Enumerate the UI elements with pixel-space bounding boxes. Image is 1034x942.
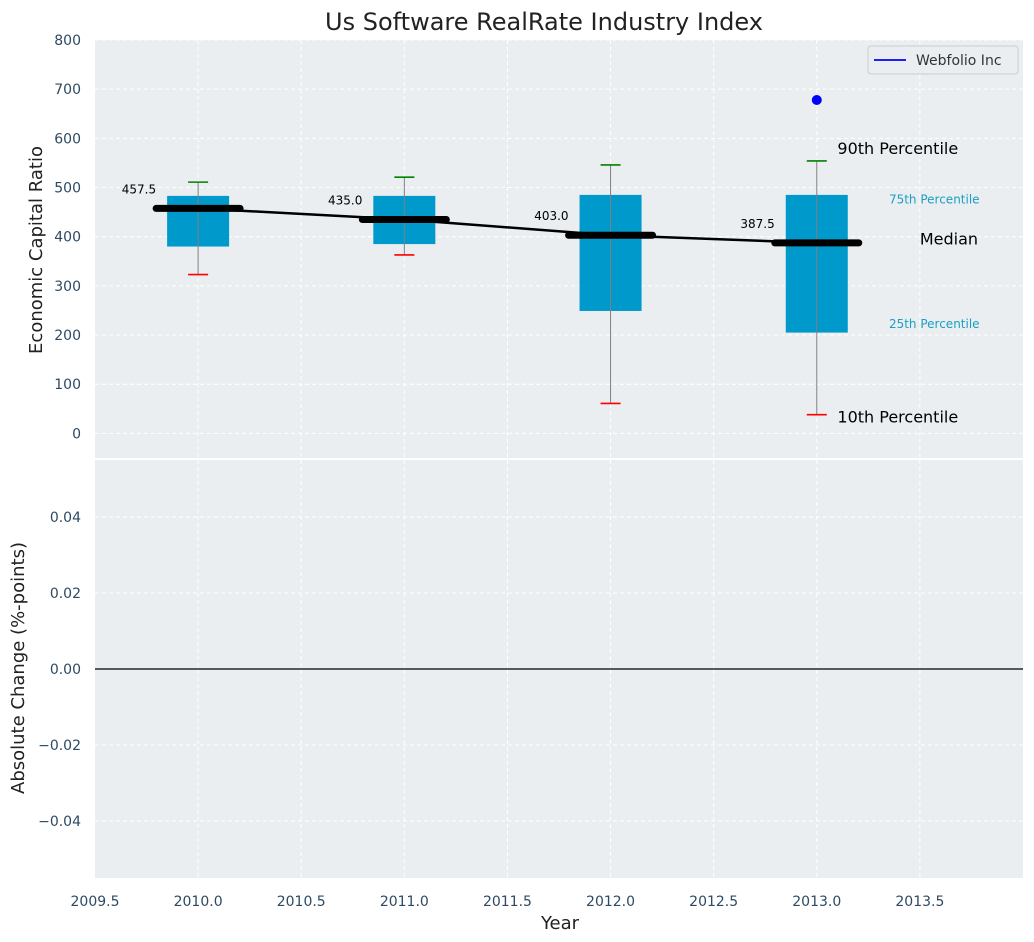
top-y-tick-label: 800 bbox=[54, 33, 81, 49]
legend-label: Webfolio Inc bbox=[916, 53, 1002, 69]
top-y-tick-label: 500 bbox=[54, 181, 81, 197]
median-value-label: 435.0 bbox=[328, 193, 362, 207]
top-panel: 0 100 200 300 400 500 600 700 800 457.5 435.0 403.0… bbox=[54, 33, 1023, 458]
median-value-label: 457.5 bbox=[122, 182, 156, 196]
annotation-p10: 10th Percentile bbox=[837, 408, 958, 427]
annotation-p25: 25th Percentile bbox=[889, 317, 980, 331]
median-trend-line bbox=[198, 207, 817, 245]
annotation-p90: 90th Percentile bbox=[837, 139, 958, 158]
chart-title: Us Software RealRate Industry Index bbox=[325, 8, 763, 36]
x-tick-label: 2012.5 bbox=[689, 894, 738, 910]
x-tick-label: 2013.5 bbox=[895, 894, 944, 910]
top-y-tick-label: 600 bbox=[54, 131, 81, 147]
x-tick-label: 2010.0 bbox=[174, 894, 223, 910]
top-y-tick-label: 200 bbox=[54, 328, 81, 344]
bottom-y-tick-label: 0.04 bbox=[50, 510, 81, 526]
x-tick-label: 2011.0 bbox=[380, 894, 429, 910]
bottom-panel: −0.04 −0.02 0.00 0.02 0.04 2009.5 2010.0 2010.5… bbox=[38, 460, 1023, 910]
bottom-y-tick-label: 0.02 bbox=[50, 586, 81, 602]
top-y-axis-label: Economic Capital Ratio bbox=[26, 146, 47, 354]
median-value-label: 403.0 bbox=[534, 209, 568, 223]
x-tick-label: 2012.0 bbox=[586, 894, 635, 910]
top-y-tick-label: 400 bbox=[54, 230, 81, 246]
bottom-y-tick-label: −0.02 bbox=[38, 738, 81, 754]
x-tick-label: 2010.5 bbox=[277, 894, 326, 910]
legend: Webfolio Inc bbox=[867, 45, 1019, 75]
annotation-median: Median bbox=[920, 230, 978, 249]
top-y-tick-label: 0 bbox=[72, 426, 81, 442]
company-point bbox=[811, 94, 822, 105]
x-axis-label: Year bbox=[540, 913, 580, 934]
bottom-y-tick-label: 0.00 bbox=[50, 662, 81, 678]
median-value-label: 387.5 bbox=[740, 217, 774, 231]
bottom-y-axis-label: Absolute Change (%-points) bbox=[8, 542, 29, 794]
x-tick-label: 2013.0 bbox=[792, 894, 841, 910]
top-plot-area bbox=[95, 40, 1023, 458]
x-tick-label: 2009.5 bbox=[71, 894, 120, 910]
top-y-tick-label: 100 bbox=[54, 377, 81, 393]
x-tick-label: 2011.5 bbox=[483, 894, 532, 910]
top-y-tick-label: 700 bbox=[54, 82, 81, 98]
bottom-y-tick-label: −0.04 bbox=[38, 814, 81, 830]
top-y-tick-label: 300 bbox=[54, 279, 81, 295]
legend-box bbox=[867, 45, 1019, 75]
annotation-p75: 75th Percentile bbox=[889, 192, 980, 206]
